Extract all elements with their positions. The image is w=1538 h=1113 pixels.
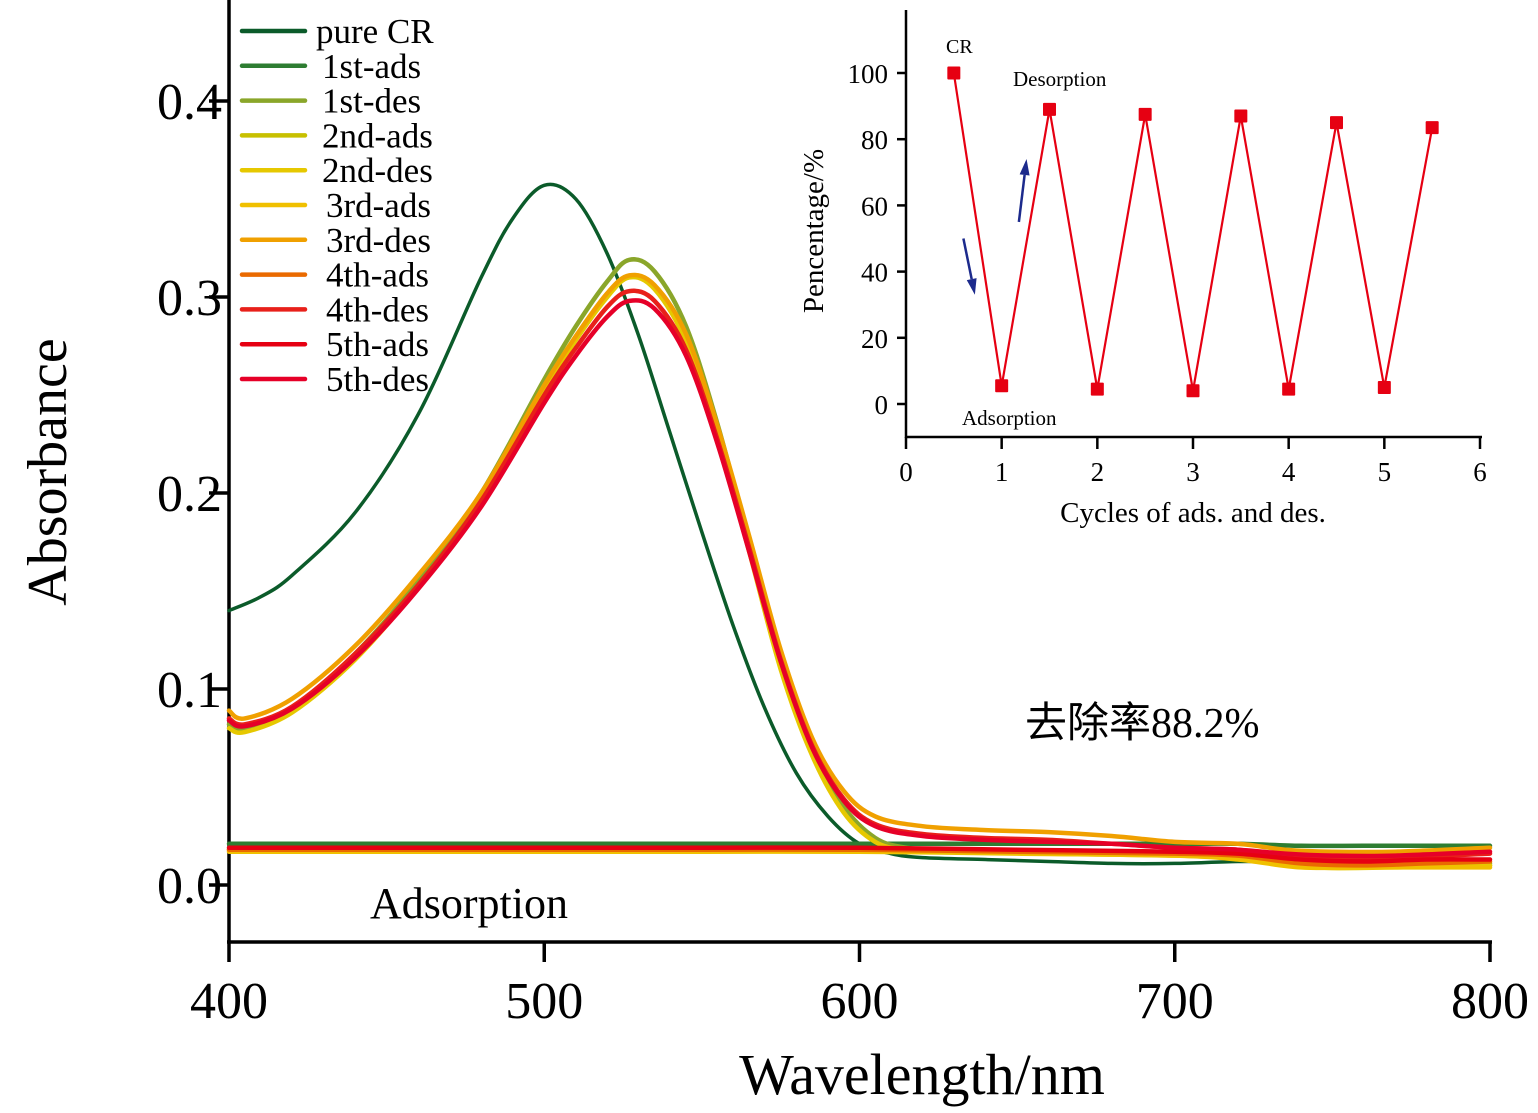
main-x-tick-label: 700 (1136, 973, 1214, 1030)
legend-label: 4th-des (326, 290, 429, 329)
inset-y-axis-label: Pencentage/% (798, 149, 830, 313)
inset-x-tick-label: 1 (995, 457, 1009, 487)
inset-annotations: CR Desorption Adsorption (946, 36, 1107, 430)
inset-x-tick-label: 5 (1378, 457, 1392, 487)
inset-x-tick-label: 4 (1282, 457, 1296, 487)
legend-label: 2nd-ads (322, 116, 433, 155)
legend-label: 5th-des (326, 360, 429, 399)
main-y-tick-label: 0.2 (157, 466, 222, 523)
main-y-tick-label: 0.1 (157, 662, 222, 719)
inset-data-point (1330, 116, 1343, 130)
arrowhead-down-icon (966, 278, 977, 295)
arrow-down-icon (962, 238, 973, 280)
main-x-tick-label: 600 (821, 973, 899, 1030)
main-plot: 400 500 600 700 800 0.00.10.20.30.4 Waveleng… (17, 0, 1529, 1107)
inset-annotation-desorption: Desorption (1013, 67, 1107, 91)
inset-data-point (1282, 382, 1296, 396)
inset-y-tick-label: 60 (861, 191, 888, 221)
main-y-tick-label: 0.0 (157, 858, 222, 915)
series-line-3rd-des (226, 272, 1493, 855)
legend-label: 4th-ads (326, 256, 429, 295)
inset-data-point (1090, 382, 1104, 396)
legend-label: 1st-des (322, 82, 421, 121)
inset-data-point (1425, 121, 1439, 135)
main-x-tick-label: 500 (505, 973, 583, 1030)
inset-data-point (947, 66, 961, 80)
inset-data-point (1234, 109, 1248, 123)
inset-plot: 0 1 2 3 4 5 6 0 20 40 60 80 100 Cycles of ads. and … (798, 10, 1487, 529)
arrowhead-up-icon (1019, 159, 1030, 176)
inset-arrows (962, 159, 1030, 295)
main-series-group (226, 182, 1493, 871)
inset-x-ticks: 0 1 2 3 4 5 6 (899, 437, 1487, 487)
inset-data-point (1377, 380, 1391, 394)
inset-x-tick-label: 3 (1186, 457, 1200, 487)
inset-x-axis-label: Cycles of ads. and des. (1060, 497, 1326, 529)
inset-y-tick-label: 100 (848, 59, 889, 89)
main-y-ticks: 0.0 0.1 0.2 0.3 0.4 (157, 74, 229, 915)
inset-y-tick-label: 40 (861, 258, 888, 288)
series-line-5th-des (226, 298, 1493, 859)
main-x-tick-label: 400 (190, 973, 268, 1030)
inset-series-group (947, 66, 1439, 398)
annotation-removal-rate: 去除率88.2% (1025, 700, 1260, 747)
legend: pure CR1st-ads1st-des2nd-ads2nd-des3rd-a… (239, 12, 434, 399)
inset-x-tick-label: 0 (899, 457, 913, 487)
legend-label: 3rd-ads (326, 186, 431, 225)
series-line-5th-ads (226, 845, 1493, 864)
inset-x-tick-label: 2 (1091, 457, 1105, 487)
legend-label: 2nd-des (322, 151, 433, 190)
main-y-tick-label: 0.4 (157, 74, 222, 131)
main-x-tick-label: 800 (1451, 973, 1529, 1030)
inset-x-tick-label: 6 (1473, 457, 1487, 487)
inset-data-point (1138, 107, 1152, 121)
main-x-ticks: 400 500 600 700 800 (190, 942, 1529, 1030)
inset-series-line (952, 72, 1434, 391)
inset-data-point (995, 379, 1009, 393)
annotation-adsorption: Adsorption (370, 879, 568, 928)
inset-data-point (1043, 102, 1056, 116)
legend-label: 5th-ads (326, 325, 429, 364)
legend-label: 3rd-des (326, 221, 431, 260)
main-y-axis-label: Absorbance (17, 338, 79, 605)
inset-y-tick-label: 80 (861, 125, 888, 155)
legend-label: pure CR (316, 12, 434, 51)
main-y-tick-label: 0.3 (157, 270, 222, 327)
inset-y-tick-label: 20 (861, 324, 888, 354)
series-line-pure-cr (227, 182, 1492, 866)
inset-annotation-cr: CR (946, 36, 973, 58)
inset-data-point (1186, 384, 1200, 398)
arrow-up-icon (1017, 174, 1026, 223)
inset-annotation-adsorption: Adsorption (962, 406, 1057, 430)
legend-label: 1st-ads (322, 47, 421, 86)
main-x-axis-label: Wavelength/nm (739, 1042, 1105, 1107)
inset-y-ticks: 0 20 40 60 80 100 (848, 59, 906, 420)
series-line-1st-ads (226, 841, 1493, 849)
inset-y-tick-label: 0 (875, 390, 889, 420)
